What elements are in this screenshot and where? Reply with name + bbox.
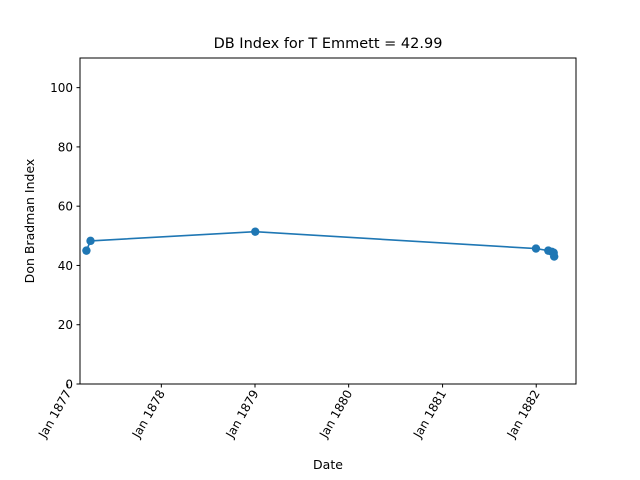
data-point bbox=[82, 246, 91, 255]
y-tick-label: 0 bbox=[65, 378, 73, 392]
y-tick-label: 40 bbox=[58, 259, 73, 273]
plot-frame bbox=[79, 57, 577, 385]
y-tick-label: 20 bbox=[58, 318, 73, 332]
x-axis-label: Date bbox=[313, 457, 343, 472]
x-tick-label: Jan 1877 bbox=[35, 388, 74, 442]
x-axis: Jan 1877 Jan 1878 Jan 1879 Jan 1880 Jan 1881… bbox=[35, 384, 543, 441]
x-tick-label: Jan 1879 bbox=[223, 388, 262, 442]
data-point bbox=[86, 236, 95, 246]
series-line bbox=[85, 230, 555, 257]
x-tick-label: Jan 1880 bbox=[316, 388, 355, 442]
plot-area bbox=[82, 227, 559, 261]
x-tick-label: Jan 1882 bbox=[504, 388, 543, 442]
data-point bbox=[531, 244, 541, 253]
y-tick-label: 80 bbox=[58, 140, 73, 154]
x-tick-label: Jan 1878 bbox=[129, 388, 168, 442]
y-tick-label: 60 bbox=[58, 200, 73, 214]
chart-title: DB Index for T Emmett = 42.99 bbox=[214, 36, 443, 52]
y-tick-label: 100 bbox=[50, 81, 73, 95]
x-tick-label: Jan 1881 bbox=[410, 388, 449, 442]
data-point bbox=[251, 227, 260, 236]
y-axis: 0 20 40 60 80 100 bbox=[50, 81, 80, 392]
y-axis-label: Don Bradman Index bbox=[22, 159, 37, 284]
data-point bbox=[549, 252, 559, 261]
